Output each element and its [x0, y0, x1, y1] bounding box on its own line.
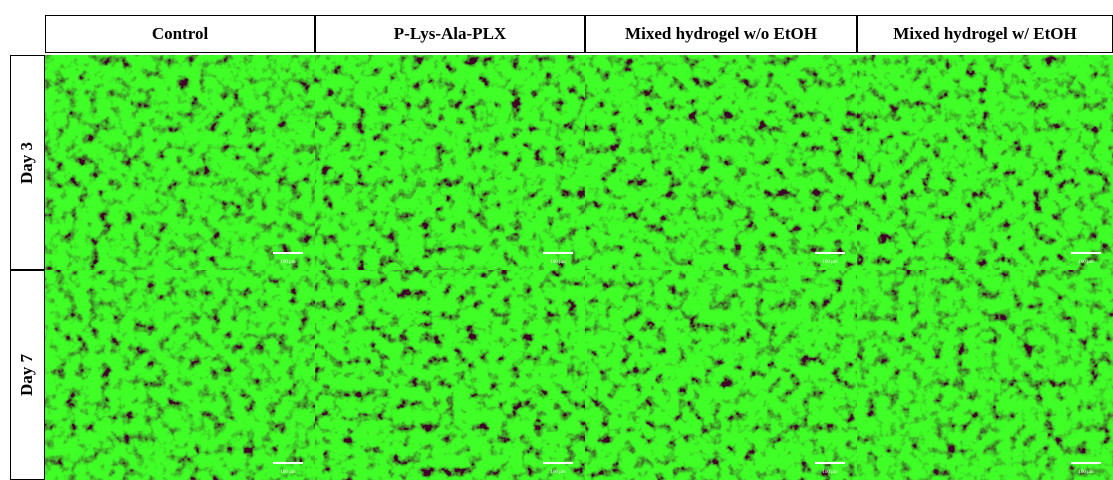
scale-bar-label: 100 μm [550, 260, 565, 265]
micrograph-texture [857, 55, 1113, 270]
micrograph-texture [315, 270, 585, 480]
row-label: Day 3 [10, 55, 45, 270]
scale-bar-label: 100 μm [550, 470, 565, 475]
micrograph-texture [45, 270, 315, 480]
scale-bar-label: 100 μm [1078, 470, 1093, 475]
column-header: Control [45, 15, 315, 53]
micrograph-texture [585, 55, 857, 270]
micrograph-texture [45, 55, 315, 270]
column-header: Mixed hydrogel w/ EtOH [857, 15, 1113, 53]
scale-bar-label: 100 μm [280, 470, 295, 475]
scale-bar-label: 100 μm [822, 470, 837, 475]
micrograph-texture [315, 55, 585, 270]
row-label-text: Day 3 [17, 141, 37, 184]
scale-bar-label: 100 μm [280, 260, 295, 265]
scale-bar-label: 100 μm [1078, 260, 1093, 265]
row-label-text: Day 7 [17, 353, 37, 397]
column-header: P-Lys-Ala-PLX [315, 15, 585, 53]
row-label: Day 7 [10, 270, 45, 480]
column-header: Mixed hydrogel w/o EtOH [585, 15, 857, 53]
scale-bar-label: 100 μm [822, 260, 837, 265]
micrograph-texture [585, 270, 857, 480]
micrograph-texture [857, 270, 1113, 480]
